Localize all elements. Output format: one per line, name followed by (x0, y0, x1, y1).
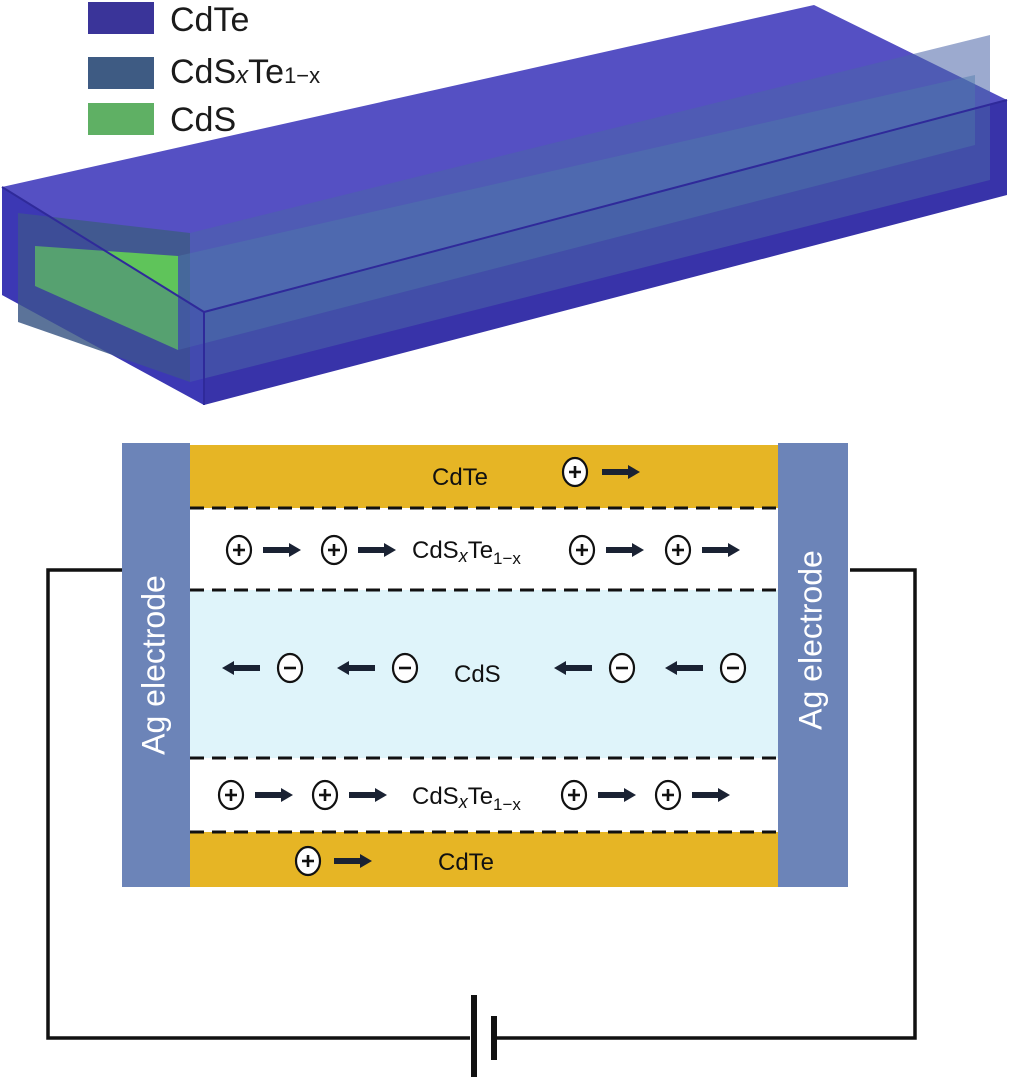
right-wire (496, 568, 917, 1040)
left-arrow-icon (222, 661, 260, 675)
right-arrow-icon (598, 788, 636, 802)
cdte-top-layer (190, 445, 778, 508)
device-schematic: Ag electrode Ag electrode CdTe CdTe CdS … (122, 443, 848, 887)
hole-carrier-icon (654, 779, 682, 811)
legend-label-cdsxte: CdSxTe1−x (170, 53, 321, 91)
hole-carrier-icon (311, 779, 339, 811)
hole-carrier-icon (225, 534, 253, 566)
cdsxte-bottom-label: CdSxTe1−x (412, 783, 521, 814)
hole-carrier-icon (560, 779, 588, 811)
legend-label-cdte: CdTe (170, 1, 250, 39)
external-circuit (46, 568, 917, 1040)
left-arrow-icon (554, 661, 592, 675)
hole-carrier-icon (217, 779, 245, 811)
legend-swatch-cds (88, 103, 154, 135)
right-arrow-icon (358, 543, 396, 557)
right-arrow-icon (702, 543, 740, 557)
right-ag-electrode (778, 443, 848, 887)
left-arrow-icon (665, 661, 703, 675)
right-arrow-icon (692, 788, 730, 802)
cds-core-side (178, 75, 975, 350)
legend-swatch-cdte (88, 2, 154, 34)
left-electrode-label: Ag electrode (135, 575, 171, 755)
legend-label-cds: CdS (170, 101, 237, 139)
electron-carrier-icon (719, 652, 747, 684)
cdte-bottom-label: CdTe (438, 849, 494, 876)
legend-swatch-cdsxte (88, 57, 154, 89)
charge-carriers (217, 456, 747, 877)
right-arrow-icon (255, 788, 293, 802)
right-arrow-icon (602, 465, 640, 479)
hole-carrier-icon (568, 534, 596, 566)
cdsxte-inner-side (190, 35, 990, 382)
cdte-bottom-layer (190, 832, 778, 887)
hole-carrier-icon (294, 845, 322, 877)
right-arrow-icon (263, 543, 301, 557)
cds-label: CdS (454, 661, 501, 688)
hole-carrier-icon (320, 534, 348, 566)
battery-icon (471, 995, 497, 1077)
electron-carrier-icon (608, 652, 636, 684)
hole-carrier-icon (664, 534, 692, 566)
cdte-front-overlay (2, 187, 204, 405)
left-wire (46, 568, 470, 1040)
nanobelt-3d-model (1, 5, 1008, 405)
left-arrow-icon (337, 661, 375, 675)
electron-carrier-icon (276, 652, 304, 684)
cds-core-front (35, 246, 178, 350)
cdsxte-top-label: CdSxTe1−x (412, 537, 521, 568)
right-arrow-icon (349, 788, 387, 802)
left-ag-electrode (122, 443, 190, 887)
hole-carrier-icon (561, 456, 589, 488)
right-arrow-icon (334, 854, 372, 868)
electron-carrier-icon (391, 652, 419, 684)
right-arrow-icon (606, 543, 644, 557)
cdte-top-label: CdTe (432, 464, 488, 491)
right-electrode-label: Ag electrode (792, 550, 828, 730)
